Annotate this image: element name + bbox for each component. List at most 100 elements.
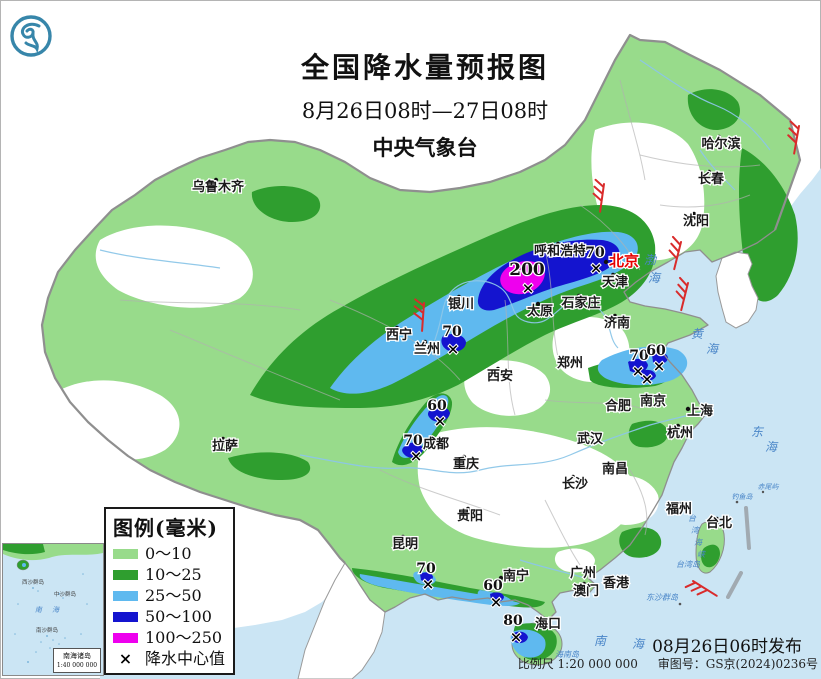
issue-time: 08月26日06时发布 [652, 637, 802, 657]
city-dot [581, 581, 587, 587]
sea-label: 海 [765, 440, 779, 454]
city-label: 澳门 [573, 583, 599, 599]
rain-center-x: × [510, 628, 523, 646]
sea-label: 东 [751, 425, 765, 439]
sea-label: 峡 [697, 550, 706, 559]
city-dot [714, 516, 720, 522]
wind-barbs [413, 120, 800, 597]
city-label: 福州 [665, 501, 692, 517]
rain-center-x: × [447, 340, 460, 358]
city-dot [555, 241, 561, 247]
dongsha-islet-dot [678, 602, 682, 606]
city-dot [495, 366, 501, 372]
city-dot [213, 177, 219, 183]
city-label: 西宁 [386, 327, 412, 343]
wind-barb [787, 120, 800, 155]
city-dot [576, 293, 582, 299]
city-dot [676, 501, 682, 507]
sea-boundary-dashes [726, 506, 751, 599]
legend-marker-row: × 降水中心值 [113, 651, 226, 667]
city-label: 乌鲁木齐 [192, 179, 245, 195]
legend-item: 10～25 [113, 567, 226, 583]
wind-barb [675, 276, 689, 312]
rain-center-x: × [641, 370, 654, 388]
city-dot [706, 169, 712, 175]
sea-label: 台湾岛 [676, 560, 701, 569]
city-label: 贵阳 [457, 508, 483, 524]
legend-range-label: 0～10 [145, 544, 192, 563]
hainan-island [510, 622, 563, 666]
city-dot [691, 211, 697, 217]
city-label: 长春 [698, 171, 725, 187]
cma-logo [8, 13, 54, 63]
city-label: 成都 [423, 436, 449, 452]
city-dot [465, 506, 471, 512]
legend-range-label: 10～25 [145, 565, 202, 584]
sea-label: 赤尾屿 [758, 483, 780, 491]
city-dot [612, 313, 618, 319]
rain-center-value: 70 [585, 245, 605, 261]
city-dot [685, 406, 691, 412]
rain-center-markers: 200×70×70×60×70×70×60××70× 60×80× [402, 244, 667, 647]
city-label: 海口 [535, 616, 561, 632]
city-label: 昆明 [392, 536, 418, 552]
city-dot [220, 436, 226, 442]
legend-range-label: 25～50 [145, 586, 202, 605]
rain-center-value: 70 [416, 561, 436, 577]
sea-label: 钓鱼岛 [732, 493, 754, 501]
precip-zones [42, 35, 800, 620]
title-block: 全国降水量预报图 8月26日08时—27日08时 中央气象台 [225, 46, 625, 162]
forecast-period: 8月26日08时—27日08时 [301, 99, 549, 123]
province-borders [119, 79, 761, 566]
city-dot [427, 436, 433, 442]
city-dot [535, 301, 541, 307]
legend-swatch [113, 591, 138, 601]
rain-center-x: × [422, 575, 435, 593]
city-dot [535, 625, 541, 631]
legend-swatch [113, 570, 138, 580]
map-scale: 比例尺 1:20 000 000 [517, 657, 638, 671]
city-label: 南宁 [503, 568, 529, 584]
rivers [99, 59, 771, 579]
agency-name: 中央气象台 [372, 135, 478, 160]
city-label: 哈尔滨 [701, 136, 740, 152]
wind-barb [684, 580, 718, 597]
sea-label: 海 [648, 271, 662, 285]
legend-item: 100～250 [113, 630, 226, 646]
city-label: 太原 [526, 303, 553, 319]
city-label: 郑州 [557, 355, 583, 371]
city-dot [570, 474, 576, 480]
rain-center-symbol: × [118, 649, 133, 668]
city-label: 沈阳 [683, 213, 709, 229]
rain-center-x: × [410, 447, 423, 465]
sea-label: 海 [632, 637, 646, 651]
city-label: 香港 [602, 575, 630, 591]
city-label: 银川 [448, 296, 474, 312]
inset-scale: 1:40 000 000 [56, 662, 98, 669]
boundary-dash-segment [726, 571, 743, 599]
city-label: 北京 [609, 252, 639, 270]
taiwan-island [695, 520, 725, 574]
map-title: 全国降水量预报图 [300, 51, 549, 84]
city-label: 济南 [604, 315, 630, 331]
rain-center-value: 60 [427, 398, 447, 414]
city-label: 拉萨 [212, 438, 238, 454]
rain-center-value: 60 [483, 578, 503, 594]
legend-range-label: 100～250 [145, 628, 223, 647]
rain-center-value: 60 [646, 343, 666, 359]
city-label: 兰州 [414, 341, 440, 357]
legend-swatch [113, 633, 138, 643]
city-dot [588, 568, 594, 574]
footer-meta: 比例尺 1:20 000 000 审图号：GS京(2024)0236号 [0, 655, 818, 672]
city-label: 合肥 [605, 398, 631, 414]
legend-item: 50～100 [113, 609, 226, 625]
sea-label: 湾 [691, 526, 701, 535]
south-china-sea-inset: 西沙群岛 中沙群岛 南沙群岛 南 海 南海诸岛 1:40 000 000 [2, 543, 104, 676]
city-label: 南昌 [602, 461, 628, 477]
sea-label: 南 [594, 634, 608, 648]
city-dot [603, 579, 609, 585]
sea-label: 海南岛 [555, 650, 580, 659]
